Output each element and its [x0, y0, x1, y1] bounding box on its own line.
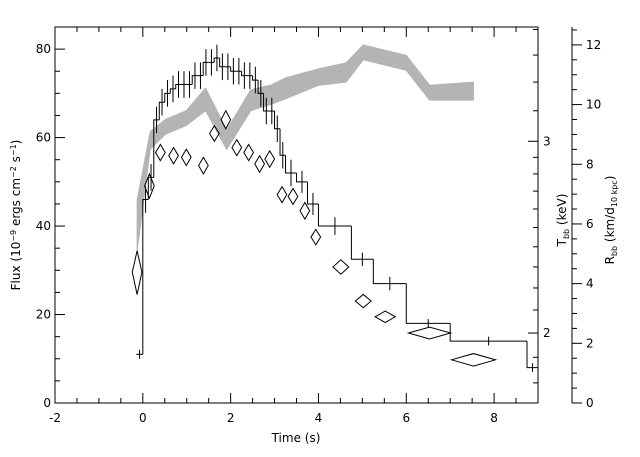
r-tick-label: 6	[586, 217, 594, 231]
flux-step	[158, 101, 165, 120]
x-tick-label: 0	[139, 411, 147, 425]
temperature-diamond	[198, 156, 209, 175]
flux-step	[449, 323, 528, 342]
flux-step	[296, 172, 308, 183]
flux-step	[252, 75, 259, 81]
flux-step	[263, 93, 270, 112]
flux-step	[164, 92, 171, 103]
flux-step	[350, 226, 374, 260]
radius-band	[136, 44, 474, 251]
flux-step	[279, 128, 286, 156]
temperature-diamond	[208, 124, 220, 143]
temperature-diamond	[449, 353, 498, 367]
r-tick-label: 8	[586, 157, 594, 171]
r-axis-label-part: )	[603, 176, 617, 181]
y-tick-label: 60	[36, 131, 51, 145]
flux-step	[372, 259, 407, 285]
t-axis-label-part: T	[555, 238, 569, 247]
temperature-diamond	[220, 109, 232, 130]
x-tick-label: 2	[227, 411, 235, 425]
temperature-diamond	[154, 143, 166, 162]
flux-step	[153, 119, 160, 178]
flux-step	[285, 155, 297, 174]
flux-step	[213, 57, 220, 63]
flux-step	[142, 199, 149, 355]
temperature-diamond	[287, 187, 299, 206]
flux-step	[175, 84, 182, 89]
r-tick-label: 12	[586, 38, 601, 52]
y-axis-label-part: −2	[9, 166, 18, 178]
y-tick-label: 20	[36, 308, 51, 322]
t-axis-label: Tbb​ (keV)	[555, 194, 571, 248]
y-axis-label-part: )	[9, 140, 23, 145]
y-axis-label-part: −9	[9, 230, 18, 242]
flux-step	[526, 341, 538, 369]
x-tick-label: 6	[402, 411, 410, 425]
r-tick-label: 2	[586, 336, 594, 350]
temperature-diamond	[243, 143, 255, 162]
flux-step	[306, 181, 319, 205]
temperature-diamond	[332, 259, 350, 275]
x-tick-label: 4	[315, 411, 323, 425]
temperature-diamond	[144, 172, 155, 200]
temperature-diamond	[231, 138, 243, 157]
flux-step	[191, 75, 198, 85]
flux-step	[202, 61, 209, 76]
r-tick-label: 0	[586, 396, 594, 410]
x-tick-label: 8	[490, 411, 498, 425]
temperature-diamond	[168, 146, 179, 165]
y-tick-label: 40	[36, 219, 51, 233]
y-tick-label: 0	[43, 396, 51, 410]
flux-step	[257, 80, 264, 94]
temperature-diamond	[180, 148, 192, 167]
flux-step	[219, 57, 226, 68]
temperature-diamond	[254, 154, 266, 174]
temperature-diamond	[264, 149, 276, 169]
temperature-diamond	[406, 326, 453, 340]
temperature-diamond	[131, 250, 143, 295]
flux-step	[274, 111, 281, 130]
x-tick-label: -2	[49, 411, 61, 425]
temperature-diamond	[354, 293, 372, 309]
t-axis-label-part: (keV)	[555, 194, 569, 229]
r-tick-label: 4	[586, 277, 594, 291]
temperature-diamond	[299, 201, 311, 221]
temperature-diamond	[310, 228, 322, 246]
flux-step	[230, 66, 237, 72]
y-axis-label-part: s	[9, 156, 23, 166]
flux-step	[169, 88, 176, 94]
r-axis-label: Rbb​ (km/d10 kpc​)	[603, 176, 619, 265]
flux-step	[317, 203, 352, 227]
y-axis-label-part: −1	[9, 144, 18, 156]
temperature-diamond	[276, 185, 288, 204]
y-axis-label: Flux (10−9​ ergs cm−2​ s−1​)	[9, 140, 23, 291]
temperature-diamond	[374, 310, 397, 324]
flux-step	[405, 283, 451, 324]
t-axis-label-part: bb	[562, 229, 571, 239]
flux-step	[241, 71, 248, 77]
y-tick-label: 80	[36, 42, 51, 56]
r-axis-label-part: R	[603, 256, 617, 264]
y-axis-label-part: ergs cm	[9, 178, 23, 230]
t-tick-label: 2	[543, 326, 551, 340]
r-axis-label-part: bb	[610, 246, 619, 256]
y-axis-label-part: Flux (10	[9, 242, 23, 291]
r-axis-label-part: (km/d	[603, 207, 617, 246]
r-axis-label-part: 10 kpc	[610, 180, 619, 207]
x-axis-label: Time (s)	[271, 431, 321, 445]
r-tick-label: 10	[586, 98, 601, 112]
t-tick-label: 3	[543, 134, 551, 148]
